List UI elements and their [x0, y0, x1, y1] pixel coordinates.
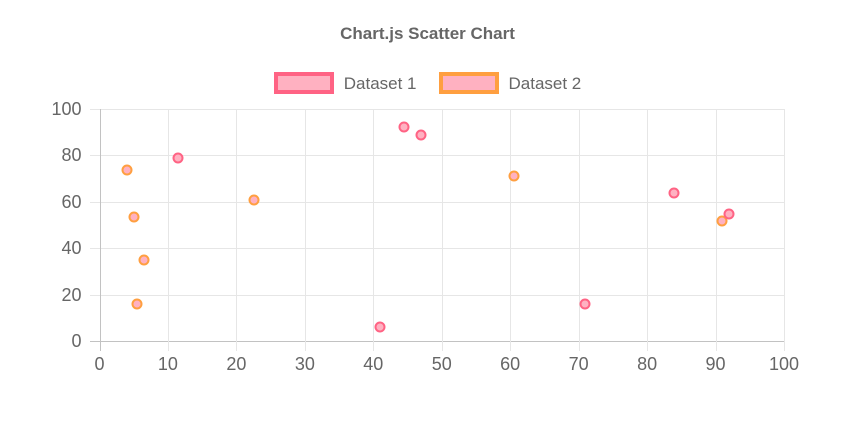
- y-axis-tick-label: 100: [51, 98, 82, 119]
- dataset-1-swatch-icon: [273, 72, 334, 94]
- x-axis-tick-label: 20: [226, 354, 247, 374]
- x-gridline: [784, 108, 785, 351]
- x-gridline: [167, 108, 169, 351]
- x-axis-tick-label: 80: [637, 354, 658, 374]
- x-gridline: [236, 108, 238, 351]
- scatter-point[interactable]: [716, 215, 728, 227]
- scatter-point[interactable]: [668, 187, 680, 199]
- scatter-point[interactable]: [579, 298, 591, 310]
- x-gridline: [99, 108, 101, 351]
- x-gridline: [510, 108, 512, 351]
- scatter-point[interactable]: [172, 152, 184, 164]
- y-axis-tick-label: 60: [61, 191, 82, 212]
- dataset-2-swatch-icon: [438, 72, 499, 94]
- y-gridline: [89, 201, 784, 203]
- x-gridline: [647, 108, 649, 351]
- y-axis-tick-label: 0: [71, 331, 82, 351]
- scatter-point[interactable]: [131, 298, 143, 310]
- scatter-point[interactable]: [138, 254, 150, 266]
- x-axis-tick-label: 100: [768, 354, 800, 374]
- x-axis-tick-label: 50: [431, 354, 452, 374]
- scatter-point[interactable]: [508, 170, 520, 182]
- scatter-point[interactable]: [398, 121, 410, 133]
- legend-label: Dataset 1: [343, 73, 417, 93]
- scatter-point[interactable]: [248, 194, 259, 206]
- legend-label: Dataset 2: [508, 73, 582, 93]
- x-axis-tick-label: 90: [705, 354, 726, 374]
- y-gridline: [89, 155, 784, 156]
- legend-item-dataset-1[interactable]: Dataset 1: [273, 72, 417, 94]
- x-gridline: [715, 108, 717, 351]
- y-gridline: [89, 248, 784, 249]
- x-gridline: [304, 108, 306, 351]
- scatter-point[interactable]: [415, 129, 427, 141]
- x-axis-tick-label: 60: [500, 354, 521, 374]
- x-axis-tick-label: 70: [568, 354, 589, 374]
- legend-item-dataset-2[interactable]: Dataset 2: [438, 72, 582, 94]
- x-axis-tick-label: 10: [157, 354, 178, 374]
- chart-title: Chart.js Scatter Chart: [340, 24, 515, 43]
- scatter-point[interactable]: [723, 208, 735, 220]
- y-axis-tick-label: 20: [61, 284, 82, 305]
- x-gridline: [441, 108, 443, 351]
- y-gridline: [89, 294, 784, 296]
- x-axis-tick-label: 40: [363, 354, 384, 374]
- y-axis-tick-label: 40: [61, 238, 82, 258]
- scatter-point[interactable]: [374, 321, 386, 333]
- y-axis-tick-label: 80: [61, 145, 82, 165]
- y-gridline: [89, 108, 784, 110]
- scatter-point[interactable]: [128, 211, 140, 223]
- scatter-point[interactable]: [121, 164, 133, 176]
- chart-legend: Dataset 1 Dataset 2: [0, 71, 855, 95]
- x-axis-tick-label: 30: [294, 354, 315, 374]
- x-gridline: [373, 108, 375, 351]
- x-gridline: [578, 108, 580, 351]
- y-gridline: [89, 341, 784, 342]
- x-axis-tick-label: 0: [94, 354, 105, 374]
